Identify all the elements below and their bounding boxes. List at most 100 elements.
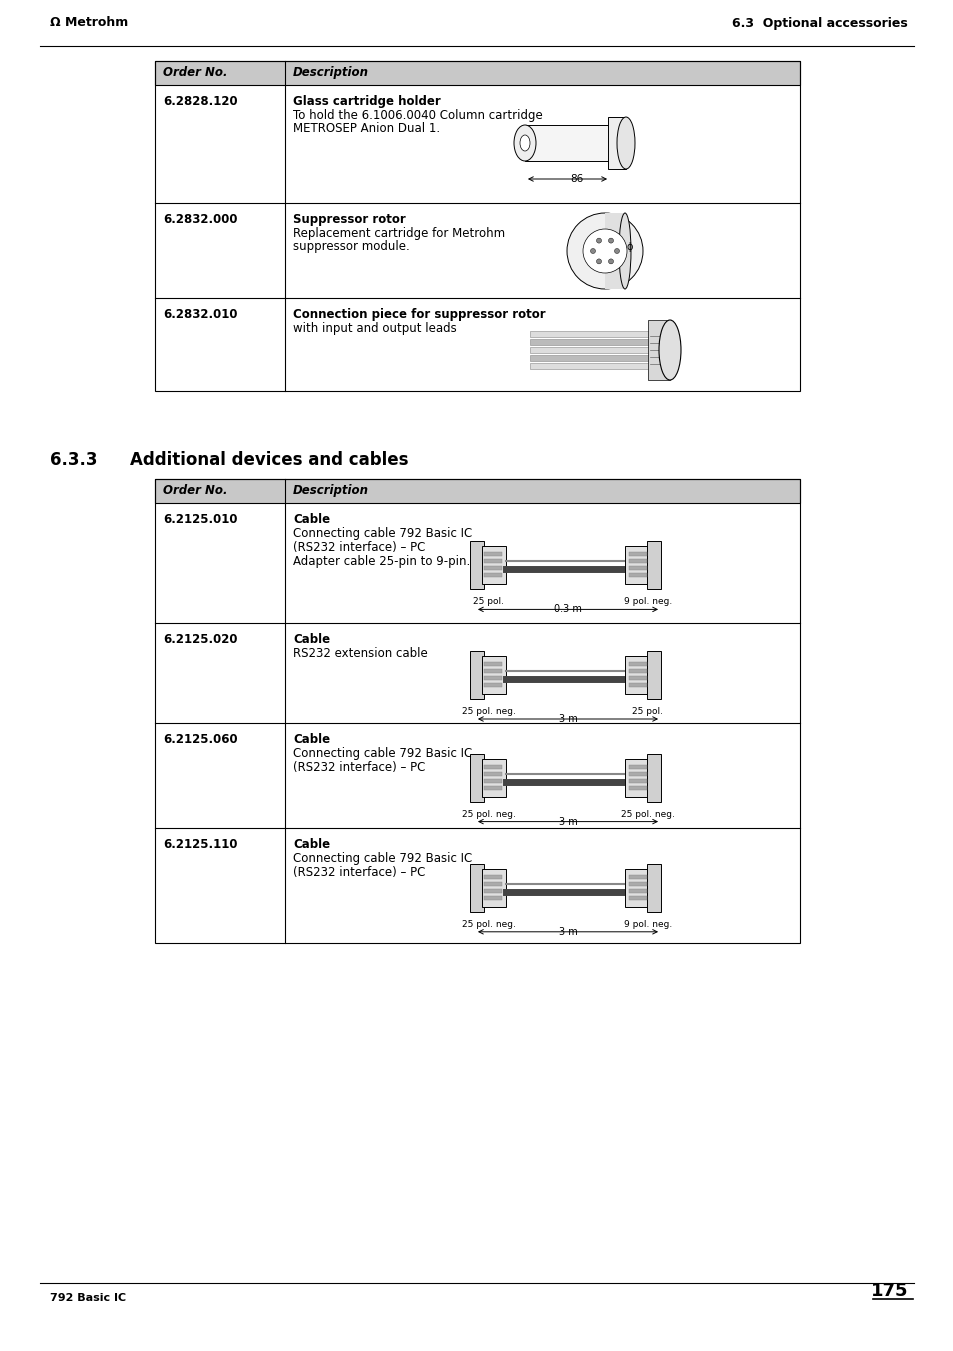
Bar bbox=[628, 778, 646, 782]
Text: METROSEP Anion Dual 1.: METROSEP Anion Dual 1. bbox=[293, 122, 439, 135]
Bar bbox=[483, 778, 501, 782]
Bar bbox=[628, 553, 646, 557]
Bar bbox=[628, 669, 646, 673]
Bar bbox=[647, 320, 669, 380]
Bar bbox=[154, 480, 800, 503]
Bar bbox=[628, 889, 646, 893]
Text: 25 pol. neg.: 25 pol. neg. bbox=[461, 809, 516, 819]
Text: Additional devices and cables: Additional devices and cables bbox=[130, 451, 408, 469]
Bar bbox=[483, 785, 501, 789]
Text: Order No.: Order No. bbox=[163, 484, 227, 497]
Text: Connecting cable 792 Basic IC: Connecting cable 792 Basic IC bbox=[293, 852, 472, 865]
Bar bbox=[483, 573, 501, 577]
Text: 0.3 m: 0.3 m bbox=[554, 604, 581, 615]
Bar bbox=[483, 875, 501, 878]
Text: Adapter cable 25-pin to 9-pin.: Adapter cable 25-pin to 9-pin. bbox=[293, 555, 470, 567]
Bar bbox=[628, 875, 646, 878]
Bar bbox=[483, 662, 501, 666]
Bar bbox=[470, 542, 483, 589]
Text: (RS232 interface) – PC: (RS232 interface) – PC bbox=[293, 761, 425, 774]
Text: Cable: Cable bbox=[293, 838, 330, 851]
Circle shape bbox=[614, 249, 618, 254]
Text: suppressor module.: suppressor module. bbox=[293, 240, 410, 253]
Text: Cable: Cable bbox=[293, 513, 330, 526]
Circle shape bbox=[590, 249, 595, 254]
Bar bbox=[483, 559, 501, 563]
Ellipse shape bbox=[659, 320, 680, 380]
Text: (RS232 interface) – PC: (RS232 interface) – PC bbox=[293, 540, 425, 554]
Bar bbox=[646, 863, 660, 912]
Bar bbox=[628, 573, 646, 577]
Bar bbox=[628, 684, 646, 688]
Text: with input and output leads: with input and output leads bbox=[293, 322, 456, 335]
Bar bbox=[628, 662, 646, 666]
Bar bbox=[483, 889, 501, 893]
Bar bbox=[628, 676, 646, 680]
Bar bbox=[530, 347, 649, 353]
Text: 6.3  Optional accessories: 6.3 Optional accessories bbox=[732, 16, 907, 30]
Text: 6.2125.020: 6.2125.020 bbox=[163, 634, 237, 646]
Bar bbox=[530, 331, 649, 336]
Text: 9 pol. neg.: 9 pol. neg. bbox=[623, 920, 672, 928]
Text: ϕ: ϕ bbox=[626, 242, 633, 253]
Bar bbox=[481, 546, 505, 585]
Bar bbox=[524, 126, 609, 161]
Ellipse shape bbox=[514, 126, 536, 161]
Bar bbox=[530, 363, 649, 369]
Text: RS232 extension cable: RS232 extension cable bbox=[293, 647, 427, 661]
Text: Connecting cable 792 Basic IC: Connecting cable 792 Basic IC bbox=[293, 527, 472, 540]
Text: 9 pol. neg.: 9 pol. neg. bbox=[623, 597, 672, 607]
Circle shape bbox=[582, 230, 626, 273]
Text: 6.2125.060: 6.2125.060 bbox=[163, 734, 237, 746]
Text: 6.3.3: 6.3.3 bbox=[50, 451, 97, 469]
Bar bbox=[624, 657, 648, 694]
Text: 25 pol.: 25 pol. bbox=[473, 597, 504, 607]
Bar bbox=[628, 785, 646, 789]
Bar bbox=[628, 771, 646, 775]
Bar bbox=[470, 754, 483, 801]
Bar bbox=[470, 863, 483, 912]
Bar bbox=[483, 669, 501, 673]
Text: Description: Description bbox=[293, 66, 369, 78]
Bar bbox=[646, 542, 660, 589]
Bar bbox=[530, 339, 649, 345]
Bar bbox=[483, 771, 501, 775]
Circle shape bbox=[596, 238, 601, 243]
Bar bbox=[483, 896, 501, 900]
Text: Ω Metrohm: Ω Metrohm bbox=[50, 16, 128, 30]
Text: 3 m: 3 m bbox=[558, 816, 577, 827]
Bar bbox=[604, 213, 624, 289]
Text: Connecting cable 792 Basic IC: Connecting cable 792 Basic IC bbox=[293, 747, 472, 761]
Bar bbox=[628, 566, 646, 570]
Text: Cable: Cable bbox=[293, 634, 330, 646]
Circle shape bbox=[608, 238, 613, 243]
Bar bbox=[646, 754, 660, 801]
Bar bbox=[628, 896, 646, 900]
Bar bbox=[628, 882, 646, 886]
Bar bbox=[481, 759, 505, 797]
Bar bbox=[483, 553, 501, 557]
Circle shape bbox=[596, 259, 601, 263]
Bar bbox=[624, 869, 648, 907]
Text: To hold the 6.1006.0040 Column cartridge: To hold the 6.1006.0040 Column cartridge bbox=[293, 109, 542, 122]
Bar bbox=[483, 882, 501, 886]
Bar bbox=[481, 869, 505, 907]
Bar bbox=[154, 61, 800, 390]
Circle shape bbox=[566, 213, 642, 289]
Text: 25 pol. neg.: 25 pol. neg. bbox=[461, 707, 516, 716]
Bar bbox=[628, 765, 646, 769]
Circle shape bbox=[608, 259, 613, 263]
Bar bbox=[483, 676, 501, 680]
Bar bbox=[646, 651, 660, 698]
Bar bbox=[470, 651, 483, 698]
Text: Glass cartridge holder: Glass cartridge holder bbox=[293, 95, 440, 108]
Bar bbox=[154, 480, 800, 943]
Text: 6.2125.010: 6.2125.010 bbox=[163, 513, 237, 526]
Bar bbox=[481, 657, 505, 694]
Text: Cable: Cable bbox=[293, 734, 330, 746]
Text: Connection piece for suppressor rotor: Connection piece for suppressor rotor bbox=[293, 308, 545, 322]
Text: Suppressor rotor: Suppressor rotor bbox=[293, 213, 405, 226]
Bar bbox=[628, 559, 646, 563]
Text: 175: 175 bbox=[869, 1282, 907, 1300]
Text: 25 pol. neg.: 25 pol. neg. bbox=[461, 920, 516, 928]
